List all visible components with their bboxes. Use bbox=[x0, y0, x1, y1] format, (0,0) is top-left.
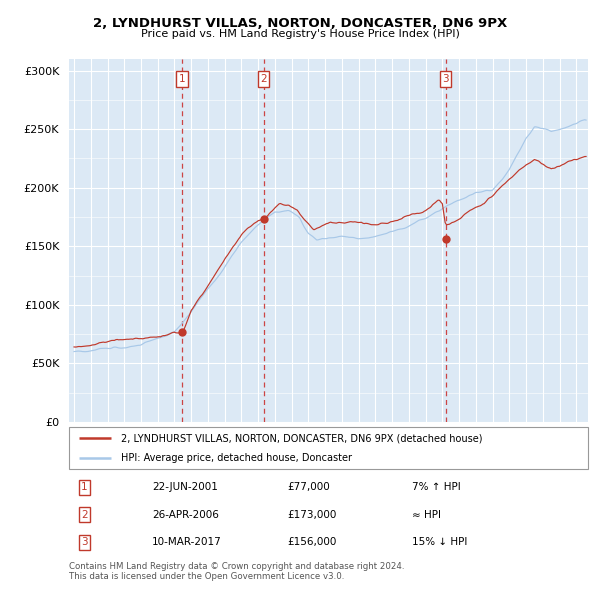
Text: 3: 3 bbox=[442, 74, 449, 84]
Text: 2, LYNDHURST VILLAS, NORTON, DONCASTER, DN6 9PX (detached house): 2, LYNDHURST VILLAS, NORTON, DONCASTER, … bbox=[121, 433, 482, 443]
Text: £77,000: £77,000 bbox=[287, 483, 330, 493]
Text: Contains HM Land Registry data © Crown copyright and database right 2024.: Contains HM Land Registry data © Crown c… bbox=[69, 562, 404, 571]
Text: 15% ↓ HPI: 15% ↓ HPI bbox=[412, 537, 467, 547]
Text: 1: 1 bbox=[179, 74, 185, 84]
Text: 2, LYNDHURST VILLAS, NORTON, DONCASTER, DN6 9PX: 2, LYNDHURST VILLAS, NORTON, DONCASTER, … bbox=[93, 17, 507, 30]
Text: 22-JUN-2001: 22-JUN-2001 bbox=[152, 483, 218, 493]
Text: 1: 1 bbox=[81, 483, 88, 493]
Text: 2: 2 bbox=[81, 510, 88, 520]
Text: This data is licensed under the Open Government Licence v3.0.: This data is licensed under the Open Gov… bbox=[69, 572, 344, 581]
Text: ≈ HPI: ≈ HPI bbox=[412, 510, 440, 520]
Text: 10-MAR-2017: 10-MAR-2017 bbox=[152, 537, 222, 547]
Text: 3: 3 bbox=[81, 537, 88, 547]
FancyBboxPatch shape bbox=[69, 427, 588, 469]
Text: 2: 2 bbox=[260, 74, 267, 84]
Text: 26-APR-2006: 26-APR-2006 bbox=[152, 510, 219, 520]
Text: HPI: Average price, detached house, Doncaster: HPI: Average price, detached house, Donc… bbox=[121, 453, 352, 463]
Text: Price paid vs. HM Land Registry's House Price Index (HPI): Price paid vs. HM Land Registry's House … bbox=[140, 29, 460, 39]
Text: £156,000: £156,000 bbox=[287, 537, 337, 547]
Text: 7% ↑ HPI: 7% ↑ HPI bbox=[412, 483, 460, 493]
Text: £173,000: £173,000 bbox=[287, 510, 337, 520]
